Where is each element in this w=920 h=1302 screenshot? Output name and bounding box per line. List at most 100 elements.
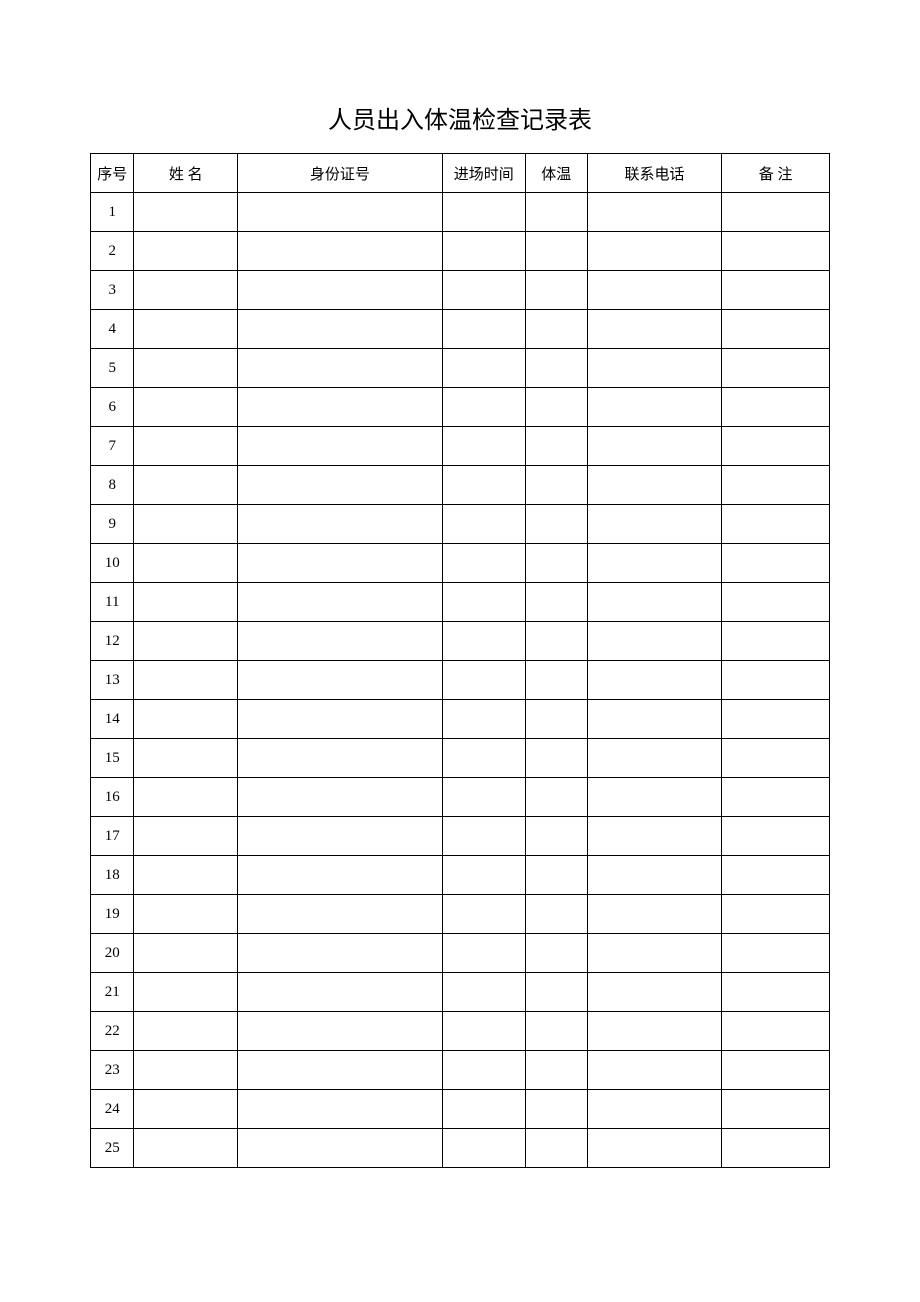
table-row: 12 [91,622,830,661]
table-cell-note [722,232,830,271]
table-cell-phone [587,895,722,934]
table-cell-id [237,934,442,973]
table-cell-temp [525,739,587,778]
table-row: 23 [91,1051,830,1090]
table-cell-name [134,739,238,778]
table-row: 8 [91,466,830,505]
table-cell-name [134,1051,238,1090]
table-cell-seq: 1 [91,193,134,232]
table-cell-name [134,193,238,232]
table-cell-id [237,310,442,349]
table-cell-seq: 12 [91,622,134,661]
table-cell-id [237,466,442,505]
table-cell-note [722,739,830,778]
table-cell-time [442,193,525,232]
table-cell-phone [587,505,722,544]
table-row: 16 [91,778,830,817]
table-cell-note [722,1012,830,1051]
table-cell-note [722,817,830,856]
table-cell-id [237,271,442,310]
table-cell-time [442,1090,525,1129]
table-row: 7 [91,427,830,466]
table-header-cell: 进场时间 [442,154,525,193]
table-header-cell: 联系电话 [587,154,722,193]
table-cell-name [134,1012,238,1051]
table-cell-phone [587,583,722,622]
table-row: 13 [91,661,830,700]
table-cell-name [134,973,238,1012]
table-cell-temp [525,271,587,310]
table-cell-temp [525,193,587,232]
table-cell-time [442,817,525,856]
table-header-cell: 姓 名 [134,154,238,193]
table-cell-name [134,622,238,661]
table-cell-phone [587,778,722,817]
table-cell-seq: 23 [91,1051,134,1090]
table-cell-time [442,349,525,388]
table-cell-time [442,1129,525,1168]
table-cell-temp [525,856,587,895]
table-cell-id [237,739,442,778]
table-cell-phone [587,1090,722,1129]
table-cell-time [442,661,525,700]
table-row: 18 [91,856,830,895]
table-cell-id [237,817,442,856]
table-cell-seq: 2 [91,232,134,271]
table-cell-name [134,934,238,973]
table-cell-phone [587,310,722,349]
table-cell-seq: 14 [91,700,134,739]
table-cell-seq: 3 [91,271,134,310]
table-row: 5 [91,349,830,388]
table-cell-seq: 13 [91,661,134,700]
table-cell-temp [525,661,587,700]
table-header-cell: 备 注 [722,154,830,193]
table-cell-time [442,427,525,466]
table-cell-temp [525,427,587,466]
table-cell-note [722,544,830,583]
table-cell-temp [525,1012,587,1051]
table-header-row: 序号姓 名身份证号进场时间体温联系电话备 注 [91,154,830,193]
table-cell-name [134,778,238,817]
table-cell-seq: 5 [91,349,134,388]
table-cell-name [134,1129,238,1168]
table-cell-phone [587,817,722,856]
table-cell-note [722,973,830,1012]
table-cell-seq: 24 [91,1090,134,1129]
table-cell-temp [525,544,587,583]
table-row: 6 [91,388,830,427]
table-cell-id [237,895,442,934]
table-cell-id [237,427,442,466]
table-cell-temp [525,973,587,1012]
table-cell-seq: 11 [91,583,134,622]
page-title: 人员出入体温检查记录表 [90,100,830,135]
table-cell-name [134,388,238,427]
table-cell-phone [587,1012,722,1051]
table-row: 19 [91,895,830,934]
table-cell-id [237,1129,442,1168]
table-row: 22 [91,1012,830,1051]
table-cell-name [134,856,238,895]
table-cell-name [134,817,238,856]
table-cell-time [442,544,525,583]
table-cell-id [237,622,442,661]
table-cell-time [442,739,525,778]
table-cell-phone [587,1129,722,1168]
table-cell-temp [525,895,587,934]
table-cell-time [442,583,525,622]
table-cell-seq: 16 [91,778,134,817]
table-cell-time [442,895,525,934]
table-cell-note [722,427,830,466]
table-cell-id [237,778,442,817]
table-row: 25 [91,1129,830,1168]
table-cell-id [237,544,442,583]
table-row: 11 [91,583,830,622]
table-cell-seq: 10 [91,544,134,583]
table-cell-seq: 25 [91,1129,134,1168]
table-cell-temp [525,310,587,349]
table-cell-seq: 7 [91,427,134,466]
table-cell-time [442,1012,525,1051]
table-cell-note [722,856,830,895]
table-cell-phone [587,622,722,661]
table-cell-name [134,310,238,349]
table-cell-time [442,388,525,427]
